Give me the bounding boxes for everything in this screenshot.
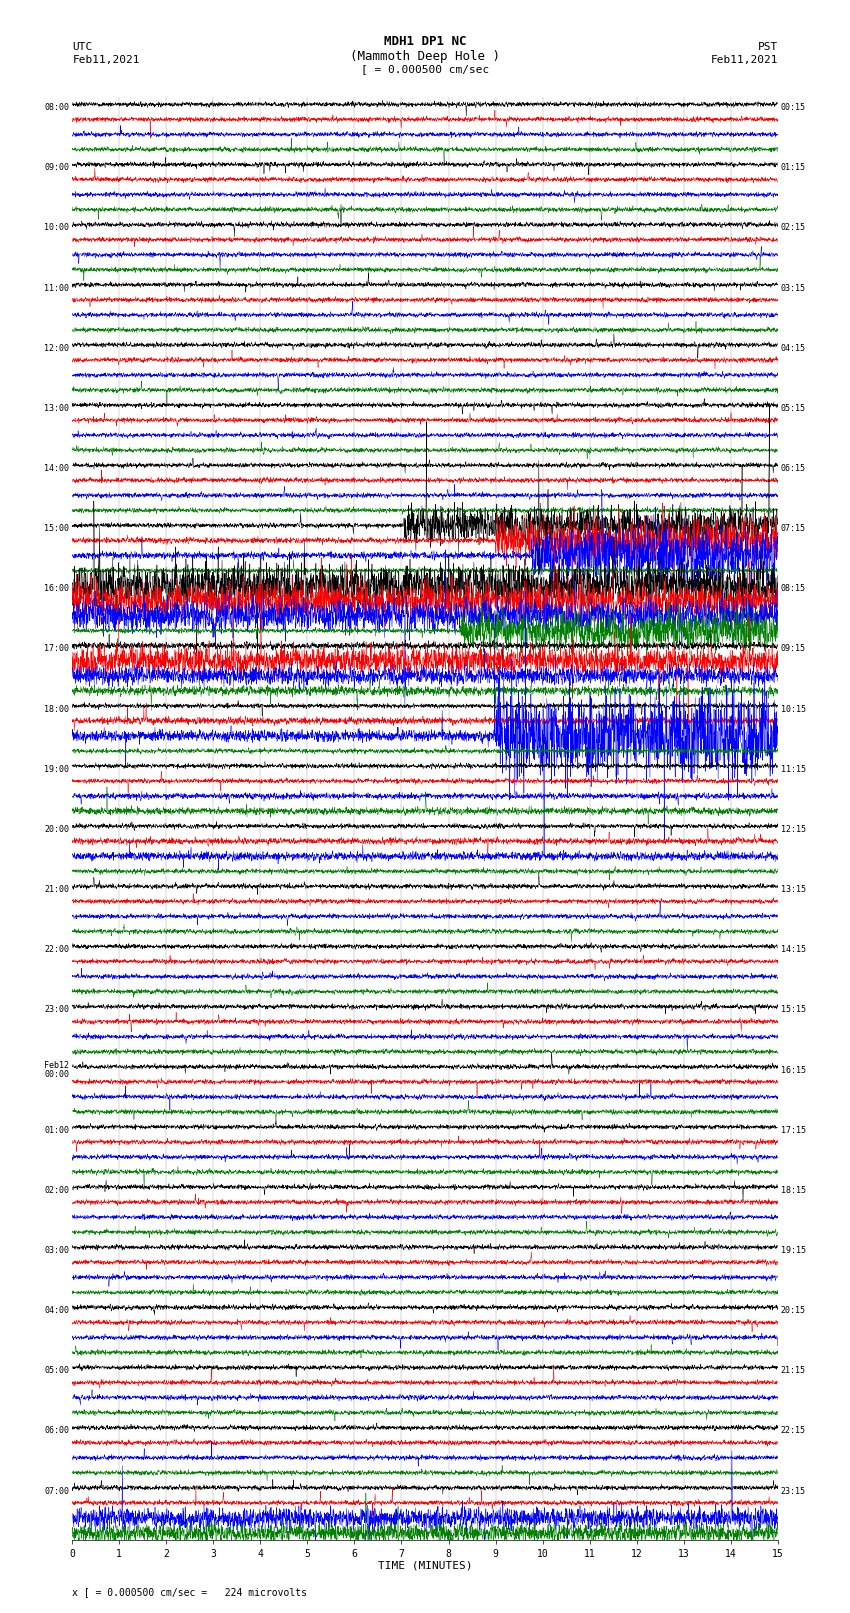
- Text: 09:00: 09:00: [44, 163, 70, 173]
- Text: 16:00: 16:00: [44, 584, 70, 594]
- Text: 02:00: 02:00: [44, 1186, 70, 1195]
- Text: x [ = 0.000500 cm/sec =   224 microvolts: x [ = 0.000500 cm/sec = 224 microvolts: [72, 1587, 307, 1597]
- Text: 08:15: 08:15: [780, 584, 806, 594]
- Text: 12:15: 12:15: [780, 824, 806, 834]
- Text: [ = 0.000500 cm/sec: [ = 0.000500 cm/sec: [361, 65, 489, 74]
- Text: 13:15: 13:15: [780, 886, 806, 894]
- Text: 20:00: 20:00: [44, 824, 70, 834]
- Text: 05:15: 05:15: [780, 403, 806, 413]
- Text: 09:15: 09:15: [780, 645, 806, 653]
- Text: 10:15: 10:15: [780, 705, 806, 713]
- Text: 11:15: 11:15: [780, 765, 806, 774]
- Text: Feb12
00:00: Feb12 00:00: [44, 1061, 70, 1079]
- Text: 23:15: 23:15: [780, 1487, 806, 1495]
- Text: 21:00: 21:00: [44, 886, 70, 894]
- Text: PST: PST: [757, 42, 778, 52]
- Text: 00:15: 00:15: [780, 103, 806, 113]
- Text: 04:15: 04:15: [780, 344, 806, 353]
- Text: 10:00: 10:00: [44, 224, 70, 232]
- Text: 01:15: 01:15: [780, 163, 806, 173]
- Text: 19:15: 19:15: [780, 1245, 806, 1255]
- Text: 06:00: 06:00: [44, 1426, 70, 1436]
- Text: 13:00: 13:00: [44, 403, 70, 413]
- Text: 07:15: 07:15: [780, 524, 806, 534]
- Text: 08:00: 08:00: [44, 103, 70, 113]
- Text: 03:15: 03:15: [780, 284, 806, 292]
- Text: 17:00: 17:00: [44, 645, 70, 653]
- Text: 04:00: 04:00: [44, 1307, 70, 1315]
- Text: 02:15: 02:15: [780, 224, 806, 232]
- Text: 14:00: 14:00: [44, 465, 70, 473]
- Text: 21:15: 21:15: [780, 1366, 806, 1376]
- Text: (Mammoth Deep Hole ): (Mammoth Deep Hole ): [350, 50, 500, 63]
- Text: 16:15: 16:15: [780, 1066, 806, 1074]
- Text: 18:00: 18:00: [44, 705, 70, 713]
- Text: 01:00: 01:00: [44, 1126, 70, 1134]
- Text: 07:00: 07:00: [44, 1487, 70, 1495]
- Text: MDH1 DP1 NC: MDH1 DP1 NC: [383, 35, 467, 48]
- Text: 15:15: 15:15: [780, 1005, 806, 1015]
- Text: 22:15: 22:15: [780, 1426, 806, 1436]
- Text: 06:15: 06:15: [780, 465, 806, 473]
- Text: 12:00: 12:00: [44, 344, 70, 353]
- Text: 17:15: 17:15: [780, 1126, 806, 1134]
- Text: 15:00: 15:00: [44, 524, 70, 534]
- Text: 20:15: 20:15: [780, 1307, 806, 1315]
- Text: UTC: UTC: [72, 42, 93, 52]
- Text: 19:00: 19:00: [44, 765, 70, 774]
- Text: 05:00: 05:00: [44, 1366, 70, 1376]
- Text: 22:00: 22:00: [44, 945, 70, 955]
- Text: 03:00: 03:00: [44, 1245, 70, 1255]
- Text: 18:15: 18:15: [780, 1186, 806, 1195]
- Text: 14:15: 14:15: [780, 945, 806, 955]
- Text: Feb11,2021: Feb11,2021: [711, 55, 778, 65]
- Text: Feb11,2021: Feb11,2021: [72, 55, 139, 65]
- Text: 23:00: 23:00: [44, 1005, 70, 1015]
- X-axis label: TIME (MINUTES): TIME (MINUTES): [377, 1561, 473, 1571]
- Text: 11:00: 11:00: [44, 284, 70, 292]
